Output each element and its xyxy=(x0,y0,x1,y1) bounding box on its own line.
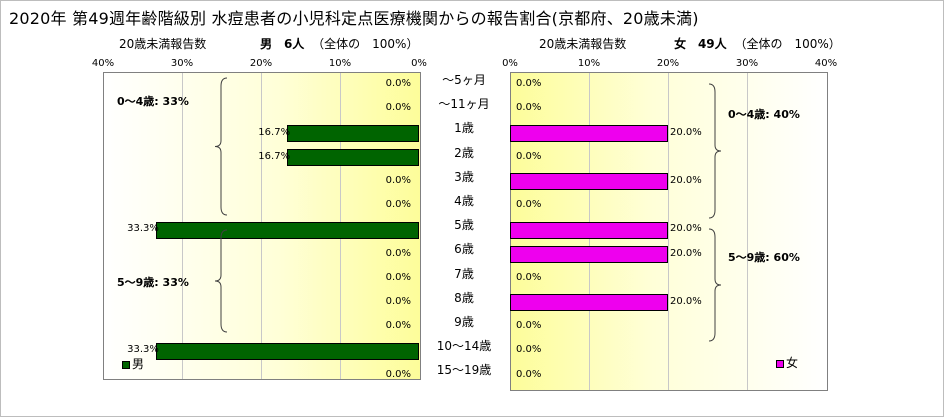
female-group-brace xyxy=(708,83,722,219)
male-x-tick-label: 10% xyxy=(328,58,352,69)
age-category-label: 8歳 xyxy=(454,290,474,305)
age-category-label: ～5ヶ月 xyxy=(442,73,486,87)
female-value-label: 0.0% xyxy=(516,78,542,90)
age-category-label: 5歳 xyxy=(454,218,474,233)
age-category-label: 6歳 xyxy=(454,242,474,257)
age-category-label: 3歳 xyxy=(454,169,474,184)
male-legend-swatch xyxy=(122,360,130,369)
female-value-label: 0.0% xyxy=(516,271,542,283)
age-category-label: 2歳 xyxy=(454,145,474,160)
age-category-label: 1歳 xyxy=(454,121,474,136)
male-value-label: 0.0% xyxy=(385,78,411,90)
female-x-tick-label: 20% xyxy=(656,58,680,69)
female-gridline xyxy=(747,73,748,390)
female-header: 20歳未満報告数 女 49人 （全体の 100%） xyxy=(539,35,841,52)
male-group-brace xyxy=(214,229,228,333)
male-header-caption: 20歳未満報告数 xyxy=(119,37,207,51)
male-value-label: 0.0% xyxy=(385,174,411,186)
female-x-tick-label: 30% xyxy=(735,58,759,69)
female-value-label: 20.0% xyxy=(670,223,702,235)
male-group-label: 5～9歳: 33% xyxy=(117,276,189,289)
chart-title: 2020年 第49週年齢階級別 水痘患者の小児科定点医療機関からの報告割合(京都… xyxy=(9,9,699,28)
male-value-label: 0.0% xyxy=(385,368,411,380)
male-header-total: （全体の 100%） xyxy=(312,37,419,51)
male-bar xyxy=(155,342,419,360)
male-header: 20歳未満報告数 男 6人 （全体の 100%） xyxy=(119,35,418,52)
female-bar xyxy=(510,221,668,239)
female-value-label: 0.0% xyxy=(516,150,542,162)
male-header-count: 6人 xyxy=(283,37,305,51)
female-value-label: 0.0% xyxy=(516,102,542,114)
female-x-tick-label: 40% xyxy=(814,58,838,69)
male-x-tick-label: 40% xyxy=(91,58,115,69)
female-value-label: 20.0% xyxy=(670,126,702,138)
male-value-label: 0.0% xyxy=(385,295,411,307)
female-x-tick-label: 10% xyxy=(577,58,601,69)
female-value-label: 0.0% xyxy=(516,368,542,380)
female-group-label: 5～9歳: 60% xyxy=(728,251,800,264)
female-legend-swatch xyxy=(776,359,784,368)
female-legend-label: 女 xyxy=(786,356,799,370)
female-bar xyxy=(510,173,668,191)
male-value-label: 33.3% xyxy=(127,344,159,356)
female-value-label: 20.0% xyxy=(670,247,702,259)
male-value-label: 0.0% xyxy=(385,102,411,114)
female-value-label: 0.0% xyxy=(516,199,542,211)
age-category-label: 9歳 xyxy=(454,315,474,329)
female-group-label: 0～4歳: 40% xyxy=(728,108,800,121)
female-value-label: 20.0% xyxy=(670,174,702,186)
male-x-tick-label: 30% xyxy=(170,58,194,69)
female-bar xyxy=(510,294,668,312)
male-value-label: 33.3% xyxy=(127,223,159,235)
female-header-count: 49人 xyxy=(697,37,727,51)
male-value-label: 0.0% xyxy=(385,320,411,332)
male-x-tick-label: 0% xyxy=(411,58,427,69)
female-group-brace xyxy=(708,228,722,342)
age-category-label: 7歳 xyxy=(454,266,474,281)
male-group-label: 0～4歳: 33% xyxy=(117,95,189,108)
male-value-label: 0.0% xyxy=(385,199,411,211)
female-header-caption: 20歳未満報告数 xyxy=(539,37,627,51)
female-bar xyxy=(510,125,668,142)
male-value-label: 16.7% xyxy=(258,150,291,162)
female-gridline xyxy=(668,73,669,390)
male-value-label: 0.0% xyxy=(385,271,411,283)
age-category-label: 10～14歳 xyxy=(436,339,492,354)
female-header-sex: 女 xyxy=(674,37,687,51)
male-legend-label: 男 xyxy=(132,357,145,371)
male-x-tick-label: 20% xyxy=(249,58,273,69)
male-value-label: 16.7% xyxy=(258,126,291,138)
male-bar xyxy=(287,149,419,167)
age-category-label: 4歳 xyxy=(454,194,474,208)
male-bar xyxy=(287,125,419,142)
female-value-label: 0.0% xyxy=(516,344,542,356)
male-header-sex: 男 xyxy=(260,37,273,51)
age-category-label: ～11ヶ月 xyxy=(438,97,490,112)
male-legend: 男 xyxy=(122,355,144,372)
male-value-label: 0.0% xyxy=(385,247,411,259)
female-legend: 女 xyxy=(776,354,798,371)
age-category-label: 15～19歳 xyxy=(436,363,492,378)
female-bar xyxy=(510,246,668,263)
female-value-label: 0.0% xyxy=(516,320,542,332)
male-group-brace xyxy=(214,77,228,216)
female-x-tick-label: 0% xyxy=(502,58,518,69)
female-value-label: 20.0% xyxy=(670,295,702,307)
female-header-total: （全体の 100%） xyxy=(734,37,841,51)
